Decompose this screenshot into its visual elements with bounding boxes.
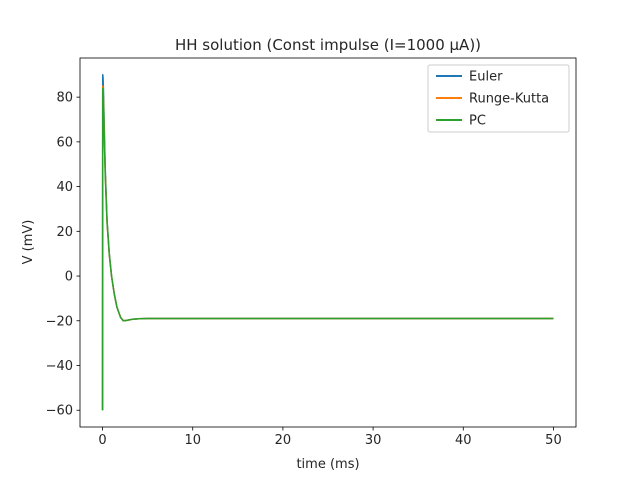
x-tick-label: 0 xyxy=(98,433,106,448)
y-tick-label: 80 xyxy=(56,91,73,106)
x-tick-label: 10 xyxy=(184,433,201,448)
legend-label-2: PC xyxy=(469,114,486,129)
x-tick-label: 20 xyxy=(275,433,292,448)
x-tick-label: 40 xyxy=(455,433,472,448)
ticks-layer: 0 10 20 30 40 50 −60 −40 −20 0 20 40 60 80 xyxy=(46,91,562,448)
series-line-2 xyxy=(101,87,554,411)
x-tick-label: 50 xyxy=(545,433,562,448)
legend-label-0: Euler xyxy=(469,70,503,85)
y-axis-label: V (mV) xyxy=(21,220,36,265)
y-tick-label: 0 xyxy=(65,270,73,285)
x-axis-label: time (ms) xyxy=(296,457,359,472)
y-tick-label: −20 xyxy=(46,314,73,329)
y-tick-label: 20 xyxy=(56,225,73,240)
legend: Euler Runge-Kutta PC xyxy=(427,64,570,133)
series-layer xyxy=(101,74,554,411)
chart-title: HH solution (Const impulse (I=1000 µA)) xyxy=(175,36,481,54)
y-tick-label: 60 xyxy=(56,135,73,150)
legend-label-1: Runge-Kutta xyxy=(469,92,549,107)
legend-box xyxy=(427,64,570,133)
x-tick-label: 30 xyxy=(365,433,382,448)
plot-frame xyxy=(79,57,577,428)
y-tick-label: −60 xyxy=(46,404,73,419)
y-tick-label: −40 xyxy=(46,359,73,374)
y-tick-label: 40 xyxy=(56,180,73,195)
